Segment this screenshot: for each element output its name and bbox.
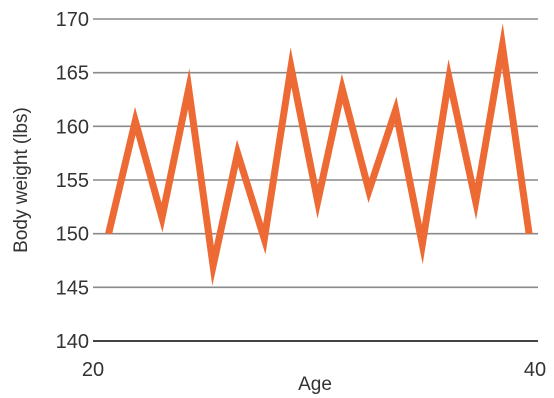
y-tick-label: 155	[56, 170, 89, 192]
y-tick-labels: 140 145 150 155 160 165 170	[56, 9, 89, 353]
series-lines	[105, 23, 533, 286]
x-tick-label: 20	[82, 359, 104, 381]
x-axis-label: Age	[298, 374, 332, 395]
x-tick-labels: 20 40	[82, 359, 546, 381]
y-tick-label: 165	[56, 63, 89, 85]
y-tick-label: 145	[56, 277, 89, 299]
y-tick-label: 170	[56, 9, 89, 31]
x-tick-label: 40	[524, 359, 546, 381]
y-axis-label: Body weight (lbs)	[11, 107, 32, 253]
y-tick-label: 140	[56, 331, 89, 353]
y-tick-label: 150	[56, 224, 89, 246]
y-tick-label: 160	[56, 116, 89, 138]
